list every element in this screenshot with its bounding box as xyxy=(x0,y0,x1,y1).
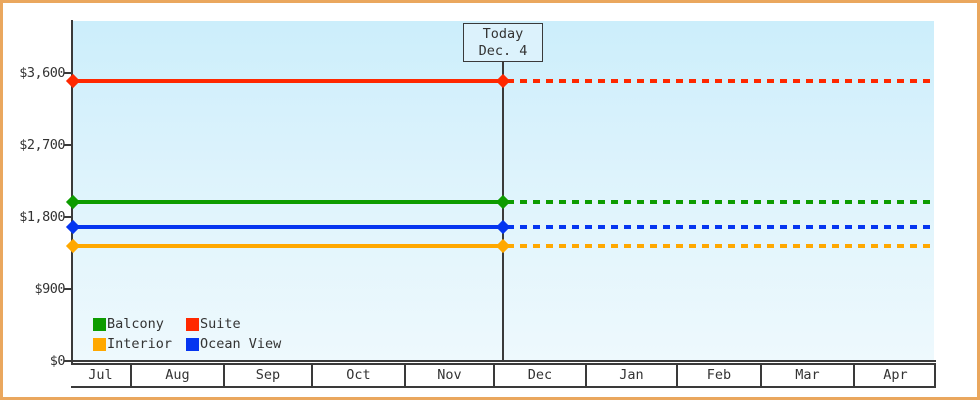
y-axis-tick-label: $900 xyxy=(34,281,65,297)
y-axis-tick xyxy=(64,288,72,290)
series-line-balcony-projection xyxy=(507,199,934,204)
month-cell-dec: Dec xyxy=(493,365,585,386)
legend-label: Ocean View xyxy=(200,336,282,352)
y-axis-tick xyxy=(64,216,72,218)
today-date: Dec. 4 xyxy=(478,43,528,59)
y-axis-tick-label: $2,700 xyxy=(19,137,65,153)
month-cell-apr: Apr xyxy=(853,365,936,386)
series-line-balcony-history xyxy=(73,199,503,204)
legend-item-ocean-view: Ocean View xyxy=(186,334,281,354)
series-line-interior-history xyxy=(73,243,503,248)
legend-swatch xyxy=(186,337,199,351)
legend-item-interior: Interior xyxy=(93,334,186,354)
month-cell-jan: Jan xyxy=(585,365,676,386)
month-cell-sep: Sep xyxy=(223,365,311,386)
y-axis-tick-label: $0 xyxy=(49,353,66,369)
legend-swatch xyxy=(93,337,106,351)
legend-label: Interior xyxy=(107,336,173,352)
today-label: Today xyxy=(482,26,524,42)
month-cell-nov: Nov xyxy=(404,365,493,386)
legend-swatch xyxy=(93,317,106,331)
month-cell-aug: Aug xyxy=(130,365,223,386)
series-line-interior-projection xyxy=(507,243,934,248)
y-axis-line xyxy=(71,20,73,363)
y-axis-tick-label: $3,600 xyxy=(19,65,65,81)
series-line-suite-projection xyxy=(507,79,934,83)
legend-item-balcony: Balcony xyxy=(93,314,186,334)
y-axis-tick xyxy=(64,360,72,362)
series-line-ocean-view-projection xyxy=(507,224,934,229)
series-line-suite-history xyxy=(73,79,503,83)
y-axis-tick-label: $1,800 xyxy=(19,209,65,225)
x-axis-month-row: Jul Aug Sep Oct Nov Dec Jan Feb Mar Apr xyxy=(71,363,936,388)
today-annotation-box: Today Dec. 4 xyxy=(463,23,543,62)
chart-legend: Balcony Suite Interior Ocean View xyxy=(93,314,281,354)
month-cell-mar: Mar xyxy=(760,365,853,386)
today-vertical-line xyxy=(502,61,504,362)
legend-item-suite: Suite xyxy=(186,314,281,334)
month-cell-feb: Feb xyxy=(676,365,760,386)
series-line-ocean-view-history xyxy=(73,224,503,229)
y-axis-tick xyxy=(64,72,72,74)
legend-label: Suite xyxy=(200,316,241,332)
y-axis-tick xyxy=(64,144,72,146)
month-cell-jul: Jul xyxy=(88,367,113,383)
month-cell-oct: Oct xyxy=(311,365,404,386)
legend-label: Balcony xyxy=(107,316,164,332)
legend-swatch xyxy=(186,317,199,331)
